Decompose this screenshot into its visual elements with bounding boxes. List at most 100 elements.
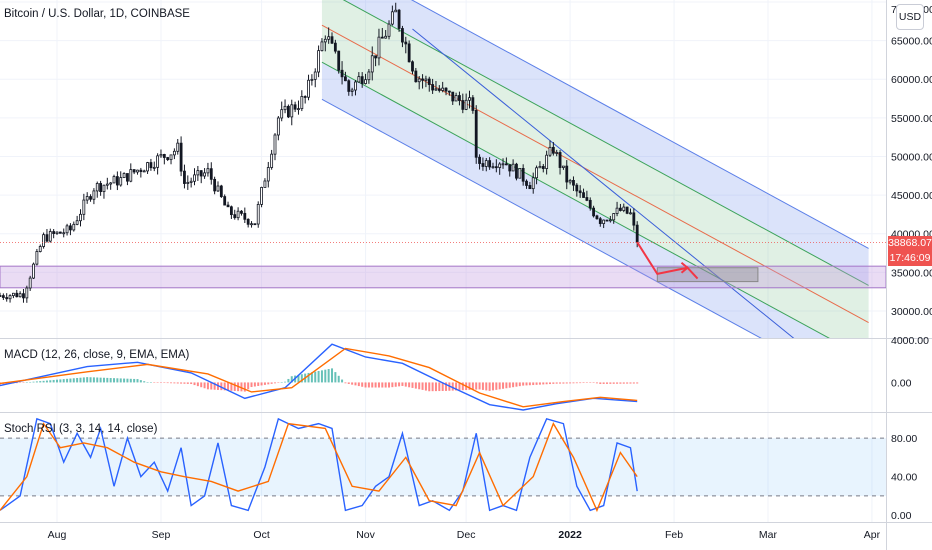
macd-histogram-bar [374, 382, 377, 388]
macd-histogram-bar [25, 382, 28, 383]
macd-histogram-bar [535, 382, 538, 385]
macd-histogram-bar [414, 382, 417, 389]
candle [152, 161, 156, 172]
macd-histogram-bar [357, 382, 360, 387]
macd-histogram-bar [243, 382, 246, 392]
candle [384, 30, 388, 39]
macd-histogram-bar [589, 382, 592, 383]
macd-histogram-bar [206, 382, 209, 390]
macd-histogram-bar [592, 382, 595, 383]
macd-histogram-bar [109, 378, 112, 383]
main-title: Bitcoin / U.S. Dollar, 1D, COINBASE [4, 8, 190, 20]
macd-histogram-bar [139, 380, 142, 383]
candle-body [528, 185, 532, 190]
candle-body [213, 178, 217, 192]
macd-histogram-bar [327, 369, 330, 383]
macd-histogram-bar [133, 378, 136, 383]
price-tick-label: 60000.00 [891, 74, 932, 86]
candle [290, 99, 294, 126]
macd-histogram-bar [287, 378, 290, 383]
candle [216, 181, 220, 193]
candle [535, 165, 538, 185]
macd-histogram-bar [334, 372, 337, 383]
macd-histogram-bar [498, 382, 501, 390]
grid-lines [0, 0, 886, 522]
candle-body [72, 223, 76, 231]
candle [370, 46, 374, 81]
macd-histogram-bar [270, 382, 273, 384]
candle [629, 208, 632, 215]
candle-body [508, 164, 512, 172]
candle-body [8, 295, 12, 300]
candle-body [347, 80, 351, 92]
candle [317, 45, 320, 78]
candle [89, 194, 92, 202]
candle [169, 154, 173, 165]
macd-histogram-bar [565, 382, 568, 384]
candle [504, 157, 508, 166]
macd-histogram-bar [307, 372, 310, 383]
candle-body [632, 212, 636, 226]
candle-body [367, 71, 371, 81]
candle [515, 162, 518, 181]
candle-body [434, 88, 438, 91]
candle [52, 229, 56, 239]
candle [340, 61, 344, 85]
macd-histogram-bar [381, 382, 384, 388]
candle-body [287, 105, 290, 118]
macd-histogram-bar [595, 382, 598, 384]
macd-histogram-bar [518, 382, 521, 387]
candle [394, 2, 398, 13]
candle [203, 168, 206, 179]
macd-histogram-bar [398, 382, 401, 387]
candle-body [172, 150, 176, 156]
time-tick-label: Nov [356, 529, 375, 541]
macd-histogram-bar [56, 379, 59, 383]
macd-histogram-bar [193, 382, 196, 386]
candle-body [206, 168, 210, 174]
macd-histogram-bar [478, 382, 481, 390]
macd-histogram-bar [377, 382, 380, 388]
candle [548, 140, 552, 157]
candle [193, 168, 196, 186]
macd-histogram-bar [227, 382, 230, 391]
candle [575, 183, 579, 197]
macd-histogram-bar [575, 382, 578, 384]
candle [327, 27, 331, 44]
macd-histogram-bar [461, 382, 464, 391]
macd-tick-label: 0.00 [891, 377, 912, 389]
projection-arrowhead [680, 261, 690, 274]
macd-histogram-bar [116, 378, 119, 383]
candle [605, 219, 609, 222]
candle [454, 92, 458, 102]
candle [75, 215, 79, 226]
macd-histogram-bar [123, 378, 126, 383]
candle [404, 36, 408, 54]
macd-histogram-bar [585, 382, 588, 383]
macd-histogram-bar [166, 382, 169, 384]
candle-body [233, 214, 237, 219]
candle-body [52, 231, 56, 234]
candle [183, 164, 186, 189]
macd-histogram-bar [408, 382, 411, 388]
stoch-tick-label: 40.00 [891, 472, 917, 484]
candle-body [209, 168, 213, 180]
candle [229, 205, 233, 219]
candle [176, 138, 180, 155]
macd-histogram-bar [230, 382, 233, 391]
candle [632, 208, 636, 231]
candle [592, 205, 595, 218]
candle [293, 101, 297, 113]
macd-histogram-bar [99, 377, 102, 383]
candle [602, 219, 606, 229]
macd-pane [0, 343, 639, 411]
candle-body [45, 234, 49, 242]
candle [15, 289, 19, 298]
macd-histogram-bar [250, 382, 253, 388]
currency-button[interactable]: USD [896, 4, 924, 30]
candle-body [330, 36, 334, 44]
candle-body [297, 108, 300, 111]
macd-histogram-bar [619, 382, 622, 384]
